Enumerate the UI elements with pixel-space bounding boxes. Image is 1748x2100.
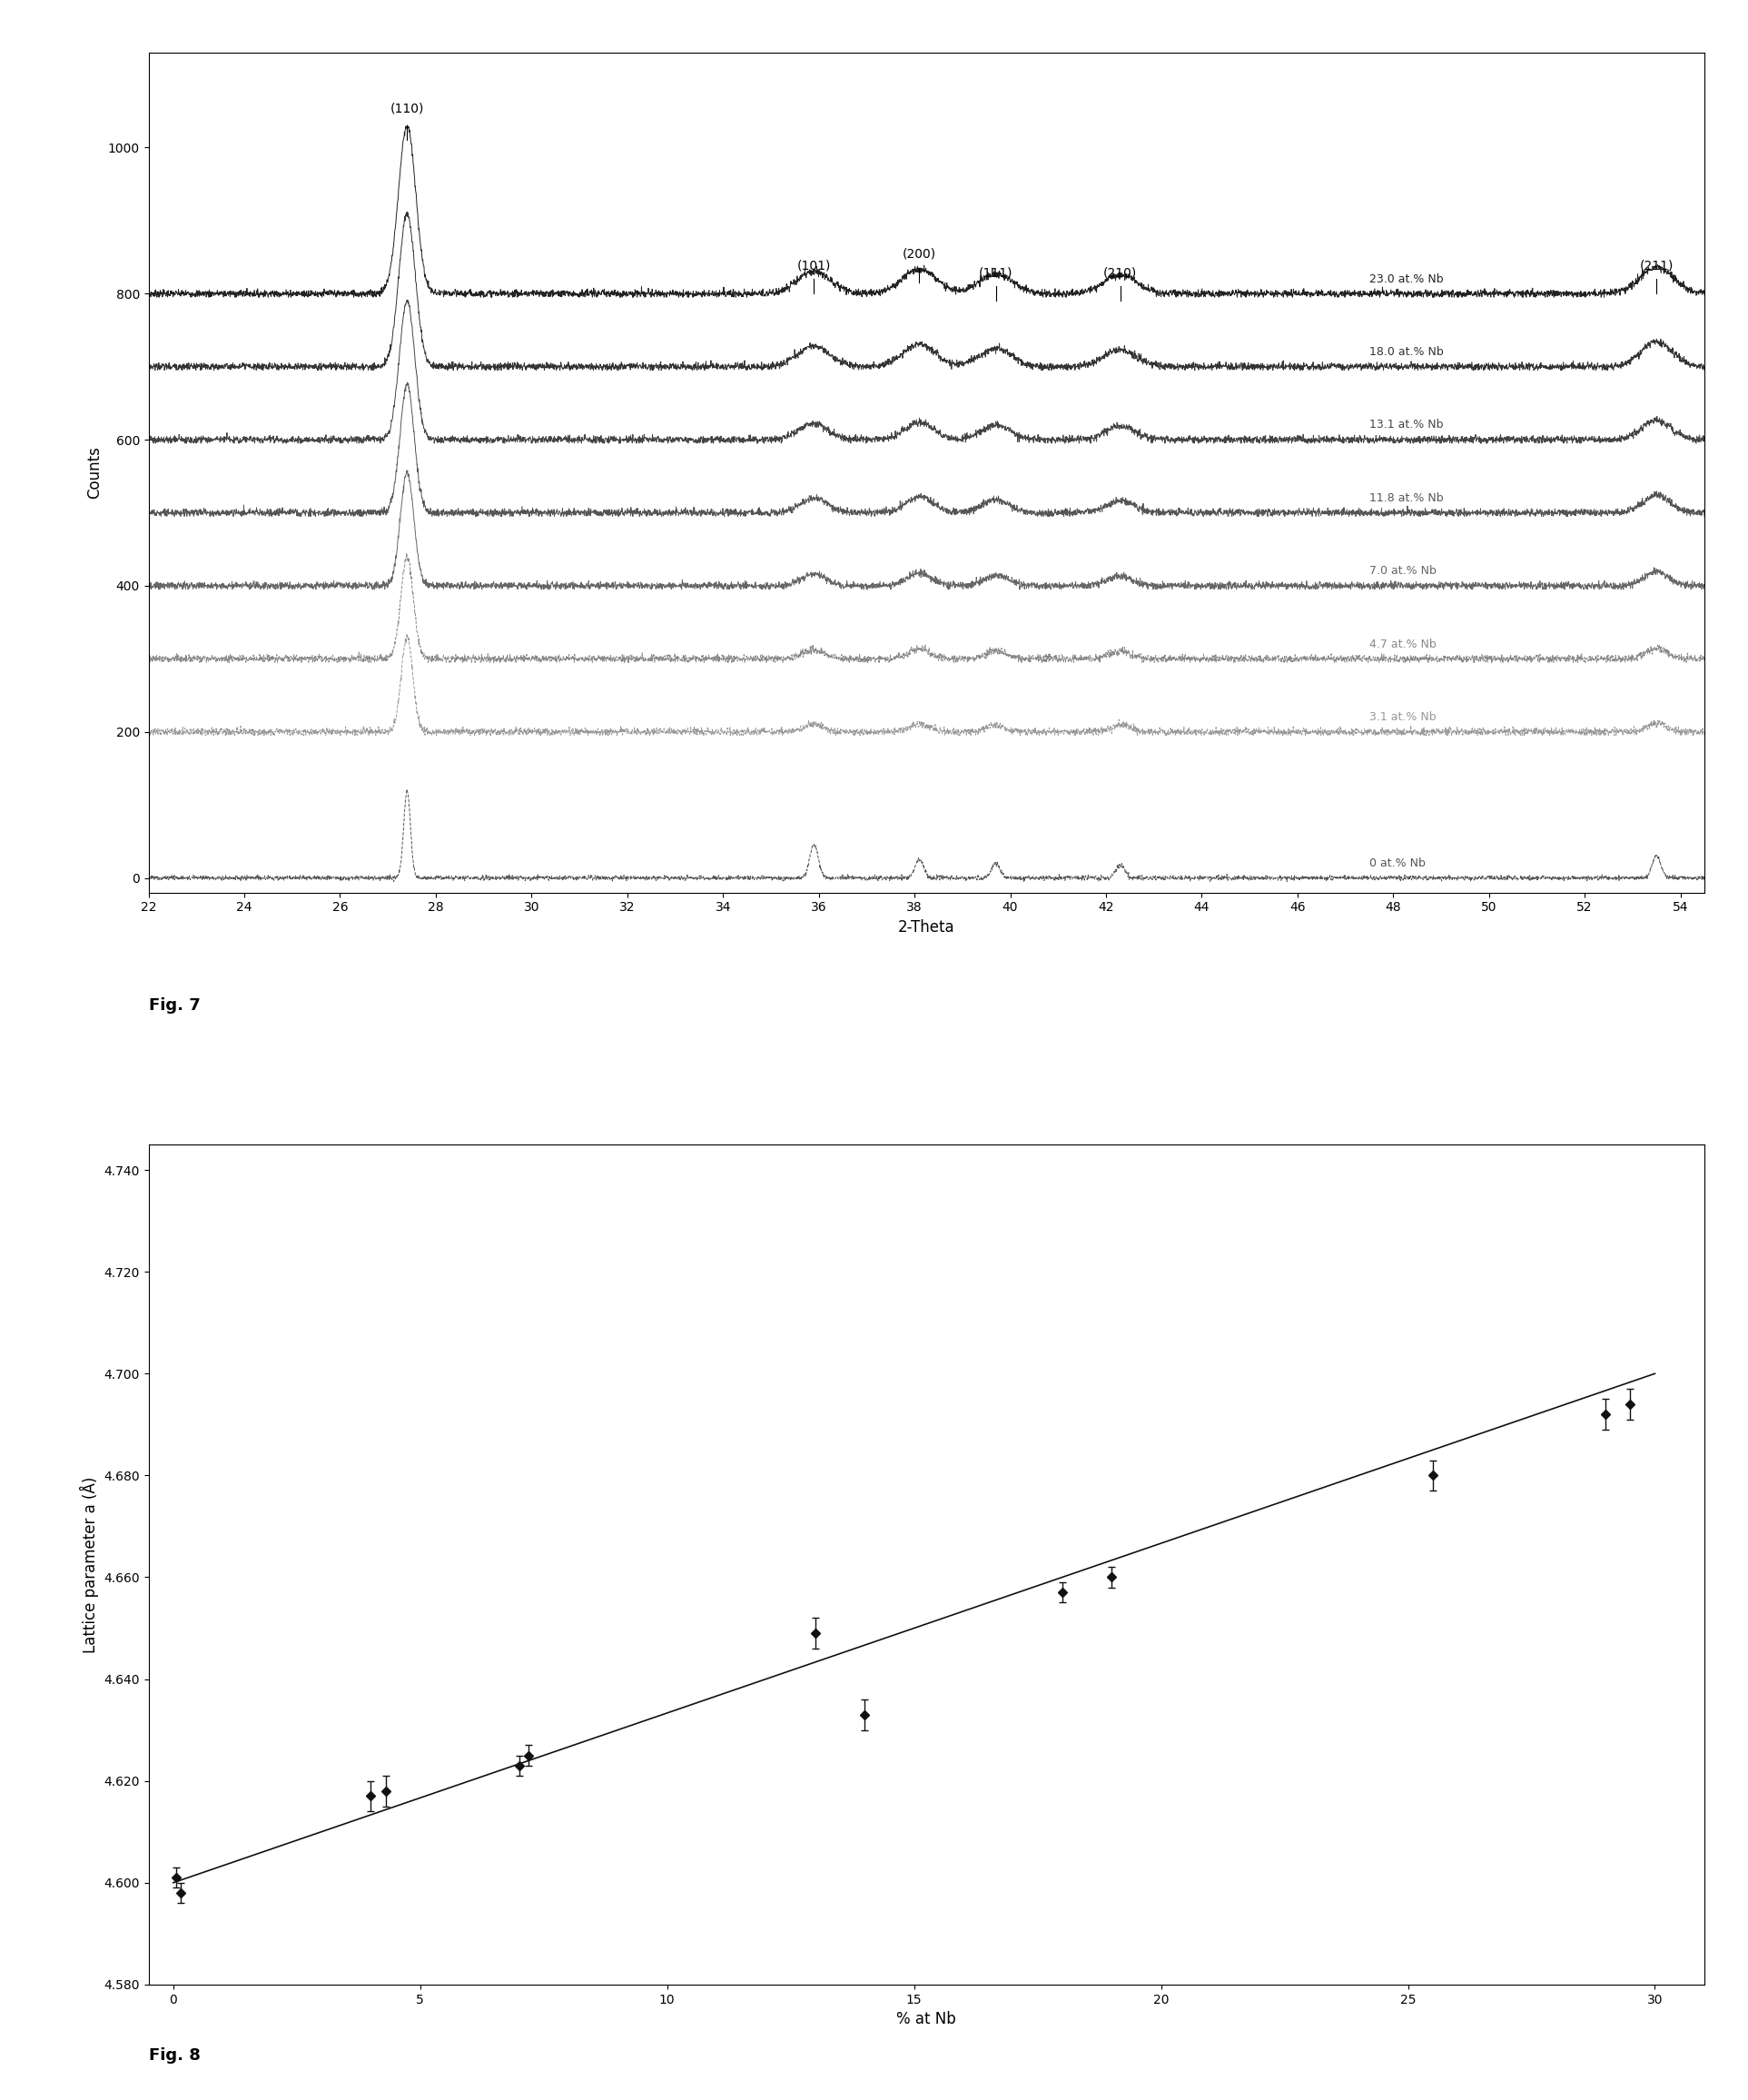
Y-axis label: Lattice parameter a (Å): Lattice parameter a (Å): [80, 1476, 98, 1653]
Text: Fig. 8: Fig. 8: [149, 2048, 201, 2064]
X-axis label: % at Nb: % at Nb: [897, 2012, 956, 2026]
Text: 0 at.% Nb: 0 at.% Nb: [1369, 857, 1425, 869]
Text: (111): (111): [979, 267, 1012, 279]
Text: 3.1 at.% Nb: 3.1 at.% Nb: [1369, 712, 1437, 722]
Text: (210): (210): [1103, 267, 1138, 279]
Text: (101): (101): [797, 258, 830, 271]
Text: (200): (200): [902, 248, 937, 260]
Text: 11.8 at.% Nb: 11.8 at.% Nb: [1369, 491, 1444, 504]
Text: (110): (110): [390, 103, 425, 116]
Y-axis label: Counts: Counts: [86, 445, 103, 500]
Text: 13.1 at.% Nb: 13.1 at.% Nb: [1369, 420, 1444, 430]
Text: 23.0 at.% Nb: 23.0 at.% Nb: [1369, 273, 1444, 286]
Text: 18.0 at.% Nb: 18.0 at.% Nb: [1369, 347, 1444, 357]
X-axis label: 2-Theta: 2-Theta: [898, 920, 954, 934]
Text: Fig. 7: Fig. 7: [149, 998, 199, 1014]
Text: 7.0 at.% Nb: 7.0 at.% Nb: [1369, 565, 1437, 578]
Text: (211): (211): [1640, 258, 1673, 271]
Text: 4.7 at.% Nb: 4.7 at.% Nb: [1369, 638, 1437, 651]
